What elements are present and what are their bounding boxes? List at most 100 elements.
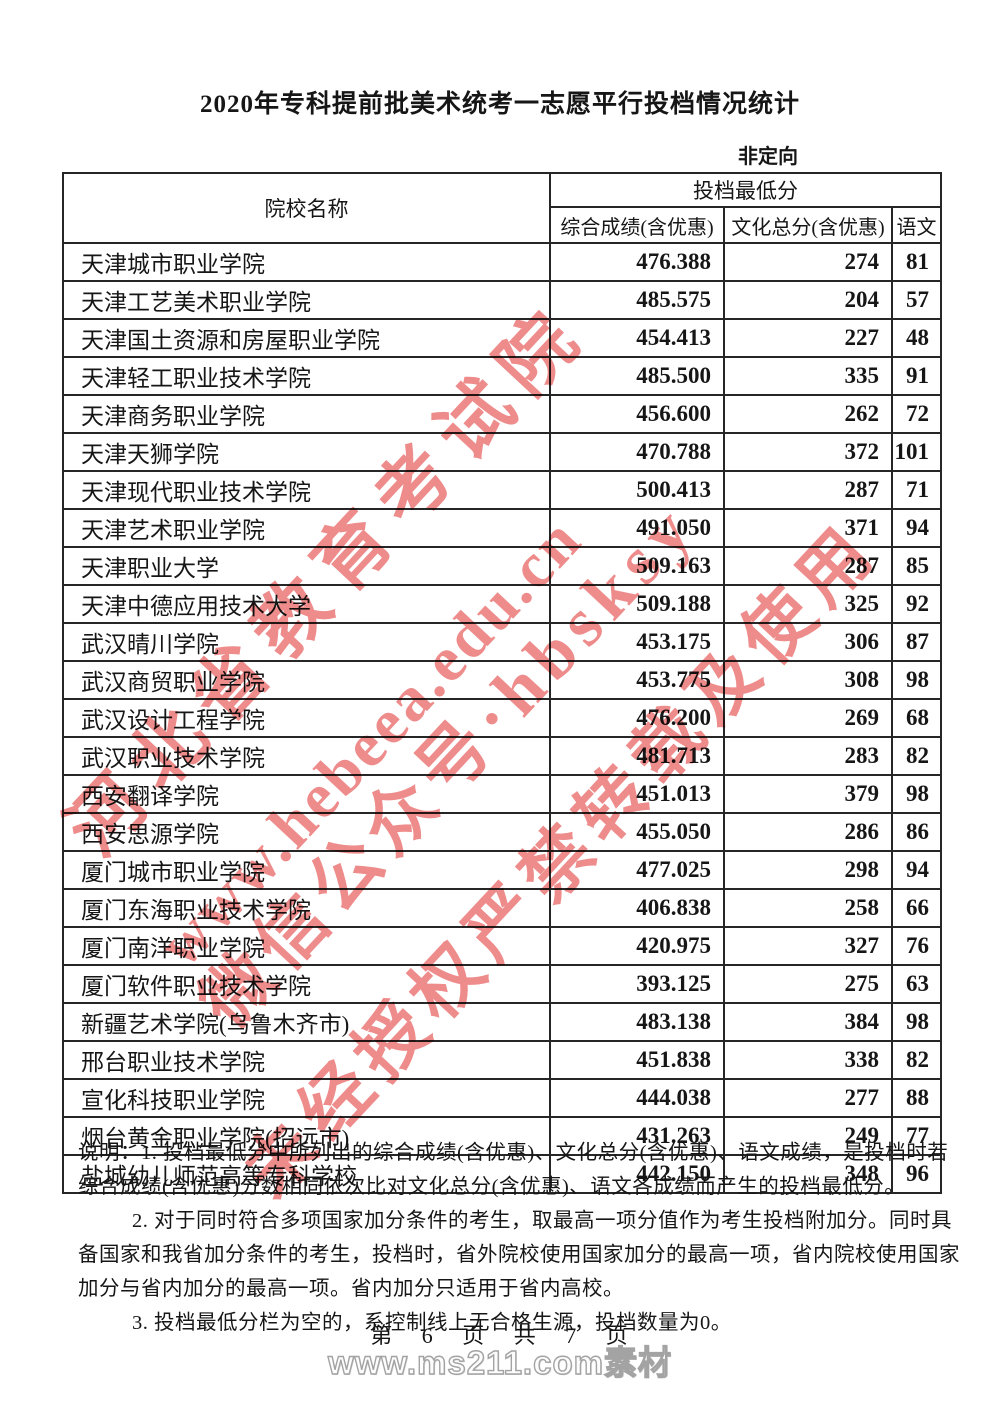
chinese-score-value: 98 xyxy=(890,1002,943,1042)
comprehensive-score-value: 455.050 xyxy=(549,812,725,852)
school-name: 盐城幼儿师范高等专科学校 xyxy=(62,1154,551,1194)
table-row: 西安翻译学院 451.013 379 98 xyxy=(62,774,943,814)
table-body: 天津城市职业学院 476.388 274 81 天津工艺美术职业学院 485.575 204… xyxy=(62,242,943,1194)
chinese-score-value: 82 xyxy=(890,1040,943,1080)
school-name: 天津天狮学院 xyxy=(62,432,551,472)
table-row: 武汉晴川学院 453.175 306 87 xyxy=(62,622,943,662)
table-row: 天津轻工职业技术学院 485.500 335 91 xyxy=(62,356,943,396)
table-row: 烟台黄金职业学院(招远市) 431.263 249 77 xyxy=(62,1116,943,1156)
comprehensive-score-value: 442.150 xyxy=(549,1154,725,1194)
chinese-score-value: 88 xyxy=(890,1078,943,1118)
note-line: 说明：1. 投档最低分中所列出的综合成绩(含优惠)、文化总分(含优惠)、语文成绩… xyxy=(78,1142,949,1164)
culture-total-value: 348 xyxy=(723,1154,893,1194)
comprehensive-score-value: 393.125 xyxy=(549,964,725,1004)
culture-total-value: 287 xyxy=(723,470,893,510)
chinese-score-value: 94 xyxy=(890,508,943,548)
chinese-score-value: 57 xyxy=(890,280,943,320)
school-name: 武汉职业技术学院 xyxy=(62,736,551,776)
school-name: 天津工艺美术职业学院 xyxy=(62,280,551,320)
chinese-score-value: 48 xyxy=(890,318,943,358)
culture-total-value: 379 xyxy=(723,774,893,814)
note-line: 加分与省内加分的最高一项。省内加分只适用于省内高校。 xyxy=(78,1278,624,1300)
school-name: 西安思源学院 xyxy=(62,812,551,852)
school-name: 天津中德应用技术大学 xyxy=(62,584,551,624)
school-name: 天津现代职业技术学院 xyxy=(62,470,551,510)
culture-total-value: 275 xyxy=(723,964,893,1004)
comprehensive-score-value: 485.500 xyxy=(549,356,725,396)
school-name: 新疆艺术学院(乌鲁木齐市) xyxy=(62,1002,551,1042)
comprehensive-score-value: 431.263 xyxy=(549,1116,725,1156)
col-header-culture-total: 文化总分(含优惠) xyxy=(723,206,893,244)
table-row: 厦门南洋职业学院 420.975 327 76 xyxy=(62,926,943,966)
comprehensive-score-value: 420.975 xyxy=(549,926,725,966)
comprehensive-score-value: 481.713 xyxy=(549,736,725,776)
comprehensive-score-value: 451.838 xyxy=(549,1040,725,1080)
header-row-sub: 综合成绩(含优惠) 文化总分(含优惠) 语文 xyxy=(63,206,943,244)
subtitle-nondirectional: 非定向 xyxy=(738,146,798,168)
col-header-chinese: 语文 xyxy=(890,206,943,244)
chinese-score-value: 72 xyxy=(890,394,943,434)
comprehensive-score-value: 485.575 xyxy=(549,280,725,320)
table-row: 天津中德应用技术大学 509.188 325 92 xyxy=(62,584,943,624)
school-name: 武汉晴川学院 xyxy=(62,622,551,662)
scores-table: 院校名称 投档最低分 综合成绩(含优惠) 文化总分(含优惠) 语文 天津城市职业… xyxy=(62,172,943,1194)
culture-total-value: 287 xyxy=(723,546,893,586)
table-row: 厦门城市职业学院 477.025 298 94 xyxy=(62,850,943,890)
site-watermark: www.ms211.com素材 xyxy=(327,1343,672,1381)
culture-total-value: 298 xyxy=(723,850,893,890)
chinese-score-value: 98 xyxy=(890,774,943,814)
school-name: 厦门东海职业技术学院 xyxy=(62,888,551,928)
school-name: 天津职业大学 xyxy=(62,546,551,586)
comprehensive-score-value: 509.163 xyxy=(549,546,725,586)
school-name: 天津艺术职业学院 xyxy=(62,508,551,548)
school-name: 武汉设计工程学院 xyxy=(62,698,551,738)
table-row: 天津国土资源和房屋职业学院 454.413 227 48 xyxy=(62,318,943,358)
culture-total-value: 277 xyxy=(723,1078,893,1118)
col-header-school-name: 院校名称 xyxy=(62,172,551,244)
comprehensive-score-value: 483.138 xyxy=(549,1002,725,1042)
comprehensive-score-value: 453.175 xyxy=(549,622,725,662)
page-number: 第 6 页 共 7 页 xyxy=(370,1323,630,1348)
comprehensive-score-value: 470.788 xyxy=(549,432,725,472)
school-name: 厦门南洋职业学院 xyxy=(62,926,551,966)
culture-total-value: 327 xyxy=(723,926,893,966)
chinese-score-value: 96 xyxy=(890,1154,943,1194)
culture-total-value: 283 xyxy=(723,736,893,776)
chinese-score-value: 101 xyxy=(890,432,943,472)
culture-total-value: 286 xyxy=(723,812,893,852)
school-name: 宣化科技职业学院 xyxy=(62,1078,551,1118)
culture-total-value: 308 xyxy=(723,660,893,700)
school-name: 武汉商贸职业学院 xyxy=(62,660,551,700)
table-row: 宣化科技职业学院 444.038 277 88 xyxy=(62,1078,943,1118)
school-name: 邢台职业技术学院 xyxy=(62,1040,551,1080)
comprehensive-score-value: 456.600 xyxy=(549,394,725,434)
chinese-score-value: 91 xyxy=(890,356,943,396)
culture-total-value: 249 xyxy=(723,1116,893,1156)
comprehensive-score-value: 451.013 xyxy=(549,774,725,814)
school-name: 厦门城市职业学院 xyxy=(62,850,551,890)
culture-total-value: 335 xyxy=(723,356,893,396)
table-row: 厦门东海职业技术学院 406.838 258 66 xyxy=(62,888,943,928)
col-header-minimum-score-group: 投档最低分 xyxy=(548,172,943,208)
chinese-score-value: 82 xyxy=(890,736,943,776)
comprehensive-score-value: 454.413 xyxy=(549,318,725,358)
table-row: 武汉商贸职业学院 453.775 308 98 xyxy=(62,660,943,700)
culture-total-value: 338 xyxy=(723,1040,893,1080)
culture-total-value: 262 xyxy=(723,394,893,434)
header-row-group: 院校名称 投档最低分 xyxy=(62,172,943,244)
chinese-score-value: 87 xyxy=(890,622,943,662)
culture-total-value: 227 xyxy=(723,318,893,358)
chinese-score-value: 77 xyxy=(890,1116,943,1156)
chinese-score-value: 98 xyxy=(890,660,943,700)
table-row: 武汉职业技术学院 481.713 283 82 xyxy=(62,736,943,776)
chinese-score-value: 76 xyxy=(890,926,943,966)
chinese-score-value: 85 xyxy=(890,546,943,586)
school-name: 天津城市职业学院 xyxy=(62,242,551,282)
note-line: 综合成绩(含优惠)分数相同依次比对文化总分(含优惠)、语文各成绩而产生的投档最低… xyxy=(78,1176,906,1198)
page-title: 2020年专科提前批美术统考一志愿平行投档情况统计 xyxy=(199,91,800,118)
table-row: 新疆艺术学院(乌鲁木齐市) 483.138 384 98 xyxy=(62,1002,943,1042)
school-name: 烟台黄金职业学院(招远市) xyxy=(62,1116,551,1156)
table-row: 西安思源学院 455.050 286 86 xyxy=(62,812,943,852)
table-row: 天津城市职业学院 476.388 274 81 xyxy=(62,242,943,282)
